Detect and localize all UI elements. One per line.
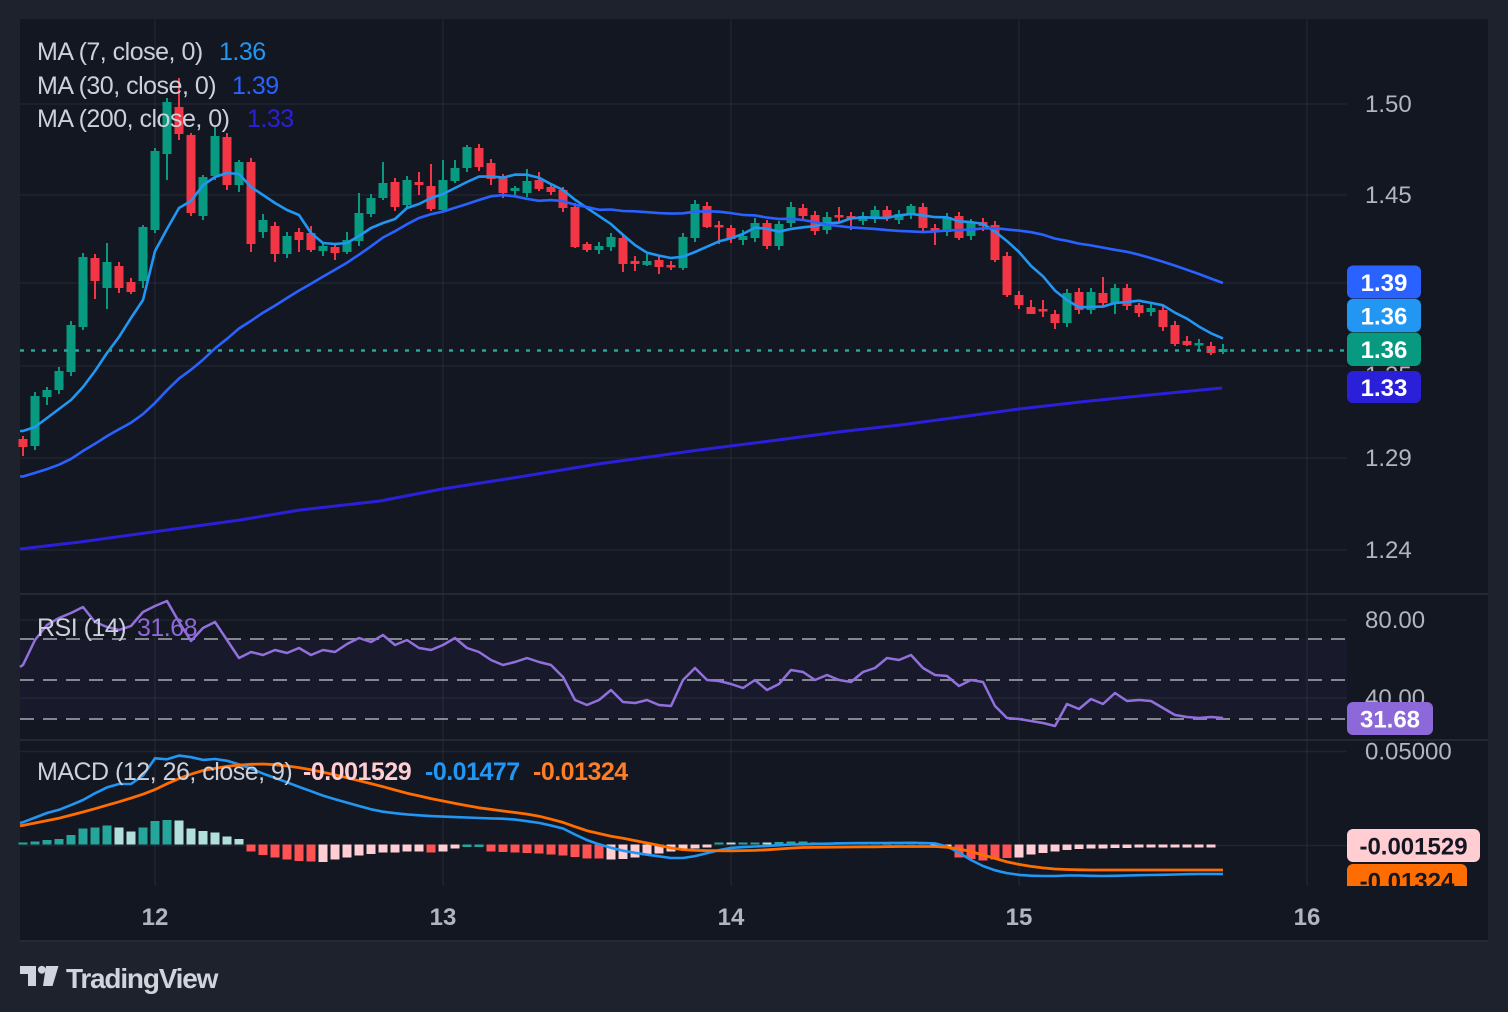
svg-text:1.29: 1.29 <box>1365 445 1412 472</box>
svg-text:14: 14 <box>718 904 745 931</box>
svg-text:1.39: 1.39 <box>232 72 279 100</box>
svg-text:1.33: 1.33 <box>1361 375 1408 402</box>
svg-text:0.05000: 0.05000 <box>1365 739 1452 766</box>
svg-text:MA (200, close, 0): MA (200, close, 0) <box>37 105 229 133</box>
svg-text:1.33: 1.33 <box>247 105 294 133</box>
svg-text:-0.01324: -0.01324 <box>1360 868 1455 895</box>
svg-text:31.68: 31.68 <box>137 614 197 642</box>
svg-text:16: 16 <box>1294 904 1321 931</box>
svg-text:TradingView: TradingView <box>66 963 219 994</box>
svg-text:1.45: 1.45 <box>1365 182 1412 209</box>
svg-text:MA (30, close, 0): MA (30, close, 0) <box>37 72 216 100</box>
svg-text:80.00: 80.00 <box>1365 607 1425 634</box>
svg-text:RSI (14): RSI (14) <box>37 614 126 642</box>
svg-text:MA (7, close, 0): MA (7, close, 0) <box>37 38 203 66</box>
svg-text:1.39: 1.39 <box>1361 270 1408 297</box>
svg-text:1.36: 1.36 <box>219 38 266 66</box>
svg-text:13: 13 <box>430 904 457 931</box>
svg-text:MACD (12, 26, close, 9): MACD (12, 26, close, 9) <box>37 758 292 786</box>
svg-text:-0.01477: -0.01477 <box>425 758 520 786</box>
svg-text:-0.01324: -0.01324 <box>533 758 628 786</box>
svg-text:-0.001529: -0.001529 <box>303 758 411 786</box>
svg-text:12: 12 <box>142 904 169 931</box>
svg-text:31.68: 31.68 <box>1360 706 1420 733</box>
svg-text:1.36: 1.36 <box>1361 337 1408 364</box>
svg-text:15: 15 <box>1006 904 1033 931</box>
svg-text:1.50: 1.50 <box>1365 91 1412 118</box>
svg-text:1.36: 1.36 <box>1361 303 1408 330</box>
svg-text:1.24: 1.24 <box>1365 537 1412 564</box>
svg-text:-0.001529: -0.001529 <box>1359 833 1467 860</box>
